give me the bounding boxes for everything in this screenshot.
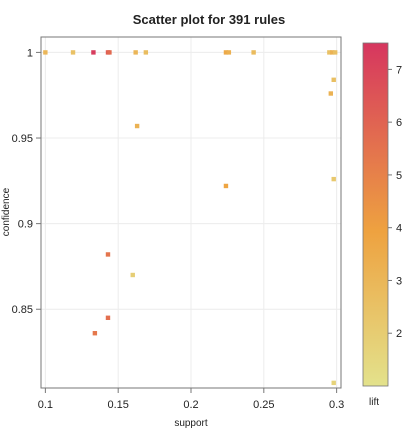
x-axis-label: support xyxy=(174,418,208,429)
grid xyxy=(41,37,341,388)
data-point xyxy=(332,78,336,82)
x-tick-label: 0.25 xyxy=(253,399,274,411)
chart-title: Scatter plot for 391 rules xyxy=(133,12,285,27)
x-axis: 0.1 0.15 0.2 0.25 0.3 xyxy=(38,388,345,411)
data-point xyxy=(71,50,75,54)
x-tick-label: 0.2 xyxy=(183,399,198,411)
data-point xyxy=(224,184,228,188)
data-point xyxy=(107,50,111,54)
data-point xyxy=(93,331,97,335)
colorbar-tick-label: 7 xyxy=(396,64,402,76)
colorbar-axis: 2 3 4 5 6 7 xyxy=(388,64,402,340)
data-point xyxy=(106,252,110,256)
x-tick-label: 0.15 xyxy=(107,399,128,411)
y-axis-label: confidence xyxy=(1,187,12,236)
colorbar-tick-label: 6 xyxy=(396,117,402,129)
data-point xyxy=(329,91,333,95)
y-tick-label: 0.85 xyxy=(12,304,33,316)
colorbar-tick-label: 3 xyxy=(396,275,402,287)
y-tick-label: 0.95 xyxy=(12,133,33,145)
colorbar-tick-label: 5 xyxy=(396,170,402,182)
data-point xyxy=(133,50,137,54)
data-point xyxy=(106,316,110,320)
data-point xyxy=(91,50,95,54)
data-point xyxy=(333,50,337,54)
data-point xyxy=(227,50,231,54)
data-point xyxy=(332,177,336,181)
colorbar-label: lift xyxy=(369,397,379,408)
data-points xyxy=(43,50,337,385)
colorbar-tick-label: 2 xyxy=(396,328,402,340)
data-point xyxy=(144,50,148,54)
y-tick-label: 0.9 xyxy=(18,219,33,231)
data-point xyxy=(332,381,336,385)
x-tick-label: 0.3 xyxy=(329,399,344,411)
data-point xyxy=(135,124,139,128)
x-tick-label: 0.1 xyxy=(38,399,53,411)
colorbar xyxy=(363,43,388,386)
data-point xyxy=(251,50,255,54)
data-point xyxy=(43,50,47,54)
y-axis: 0.85 0.9 0.95 1 xyxy=(12,47,41,316)
y-tick-label: 1 xyxy=(27,47,33,59)
data-point xyxy=(131,273,135,277)
colorbar-tick-label: 4 xyxy=(396,223,402,235)
